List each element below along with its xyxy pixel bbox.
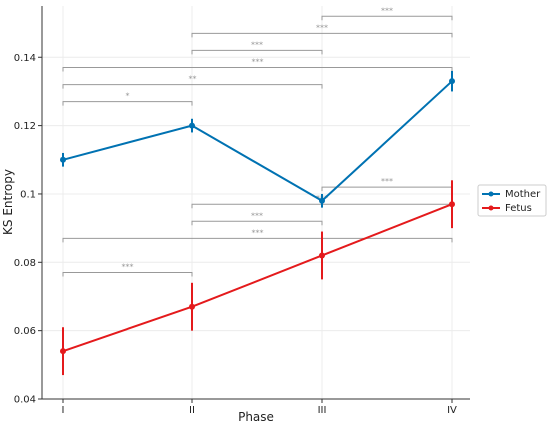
data-point: [319, 252, 325, 259]
data-point: [189, 303, 195, 310]
series-mother: [60, 70, 455, 208]
legend: Mother Fetus: [477, 184, 547, 217]
axes: [41, 6, 470, 400]
significance-brackets: ******************************: [62, 6, 453, 277]
significance-bracket: [62, 272, 193, 277]
significance-label: *: [126, 92, 130, 101]
legend-label-mother: Mother: [505, 189, 541, 200]
x-tick-label: I: [62, 405, 65, 416]
series-fetus: [60, 180, 455, 376]
significance-label: ***: [251, 40, 263, 49]
significance-label: ***: [252, 228, 264, 237]
significance-bracket: [62, 67, 453, 72]
x-axis-label: Phase: [238, 410, 274, 424]
legend-label-fetus: Fetus: [505, 203, 532, 214]
significance-bracket: [191, 32, 453, 38]
y-tick-label: 0.14: [14, 53, 36, 64]
data-point: [449, 201, 455, 208]
significance-label: ***: [381, 177, 393, 186]
significance-label: ***: [251, 211, 263, 220]
significance-bracket: [321, 15, 453, 21]
y-tick-label: 0.06: [14, 326, 36, 337]
significance-bracket: [191, 49, 323, 55]
y-tick-label: 0.1: [20, 189, 36, 200]
y-axis-label: KS Entropy: [1, 169, 15, 235]
series-line: [62, 203, 453, 353]
significance-label: ***: [381, 6, 393, 15]
data-point: [60, 156, 66, 163]
significance-bracket: [191, 220, 323, 226]
data-point: [189, 122, 195, 129]
legend-item-mother: Mother: [482, 189, 541, 200]
y-tick-label: 0.12: [14, 121, 36, 132]
legend-marker-mother: [488, 191, 494, 197]
x-tick-label: II: [189, 405, 195, 416]
ticks: I II III IV0.040.060.080.10.120.14: [14, 53, 457, 416]
significance-bracket: [321, 186, 453, 192]
significance-bracket: [62, 84, 323, 89]
data-point: [449, 78, 455, 85]
data-point: [319, 197, 325, 204]
significance-bracket: [62, 101, 193, 106]
x-tick-label: III: [318, 405, 327, 416]
significance-bracket: [62, 237, 453, 243]
y-tick-label: 0.04: [14, 395, 36, 406]
legend-marker-fetus: [488, 205, 494, 211]
significance-label: **: [189, 75, 197, 84]
data-series: [60, 70, 455, 376]
significance-label: ***: [316, 23, 328, 32]
data-point: [60, 348, 66, 355]
legend-item-fetus: Fetus: [482, 203, 532, 214]
x-tick-label: IV: [447, 405, 457, 416]
series-line: [62, 80, 453, 203]
significance-label: ***: [122, 263, 134, 272]
significance-label: ***: [252, 58, 264, 67]
y-tick-label: 0.08: [14, 258, 36, 269]
